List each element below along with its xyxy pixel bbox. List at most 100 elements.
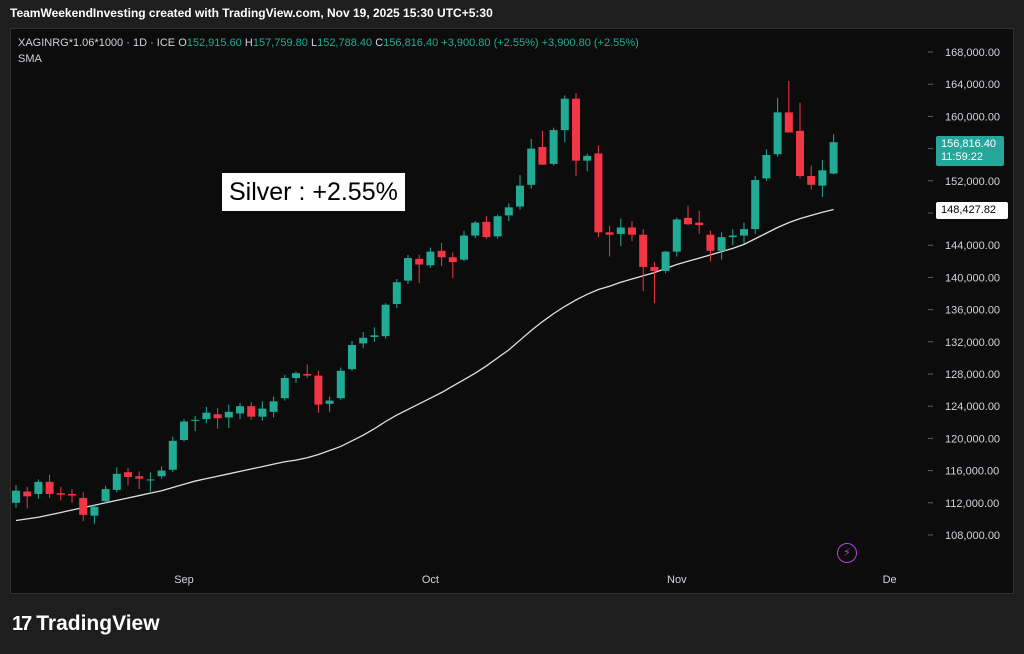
y-tick-label: 136,000.00 xyxy=(945,305,1000,317)
candle-down xyxy=(437,250,446,258)
x-tick-label: Sep xyxy=(174,574,194,586)
y-tick-label: 128,000.00 xyxy=(945,369,1000,381)
candle-up xyxy=(504,207,513,216)
candle-down xyxy=(695,222,704,226)
chart-frame[interactable] xyxy=(10,28,1014,594)
candle-down xyxy=(448,257,457,263)
change-value-2: +3,900.80 (+2.55%) xyxy=(541,37,639,49)
open-label: O xyxy=(178,37,187,49)
candle-down xyxy=(784,112,793,133)
candle-up xyxy=(773,112,782,155)
x-tick-label: Nov xyxy=(667,574,687,586)
tradingview-branding: 17 TradingView xyxy=(12,612,160,636)
bar-countdown: 11:59:22 xyxy=(941,151,984,163)
last-price-value: 156,816.40 xyxy=(941,138,997,150)
candle-down xyxy=(594,153,603,233)
change-value: +3,900.80 (+2.55%) xyxy=(441,37,539,49)
candle-up xyxy=(336,370,345,399)
candle-up xyxy=(583,155,592,161)
high-label: H xyxy=(244,37,253,49)
candle-down xyxy=(23,491,32,497)
candle-up xyxy=(157,470,166,477)
candle-down xyxy=(79,497,88,515)
candle-down xyxy=(572,98,580,161)
sma-value-tag: 148,427.82 xyxy=(936,202,1008,219)
lightning-icon[interactable]: ⚡ xyxy=(837,543,857,563)
candle-up xyxy=(829,142,838,174)
candle-down xyxy=(303,374,312,376)
candle-down xyxy=(684,217,692,225)
candle-up xyxy=(392,282,401,304)
candle-up xyxy=(616,227,625,234)
close-value: 156,816.40 xyxy=(383,37,439,49)
candle-down xyxy=(650,266,659,271)
candle-down xyxy=(247,406,256,417)
y-tick-label: 168,000.00 xyxy=(945,47,1000,59)
open-value: 152,915.60 xyxy=(186,37,242,49)
candle-down xyxy=(45,481,54,494)
y-tick-label: 124,000.00 xyxy=(945,401,1000,413)
candle-up xyxy=(728,235,737,238)
candle-down xyxy=(415,258,424,265)
candles xyxy=(12,80,838,524)
sma-indicator-label[interactable]: SMA xyxy=(18,53,42,65)
close-label: C xyxy=(375,37,384,49)
candle-up xyxy=(180,421,188,441)
high-value: 157,759.80 xyxy=(252,37,308,49)
candle-up xyxy=(740,229,748,236)
candle-down xyxy=(807,175,816,185)
candle-down xyxy=(628,227,636,235)
y-tick-label: 120,000.00 xyxy=(945,433,1000,445)
tradingview-logo: 17 xyxy=(12,612,32,635)
candle-up xyxy=(146,479,155,481)
candle-up xyxy=(112,473,121,490)
candle-up xyxy=(381,304,390,337)
candle-up xyxy=(661,251,670,271)
candle-up xyxy=(516,185,524,207)
y-tick-label: 108,000.00 xyxy=(945,530,1000,542)
candle-up xyxy=(471,222,480,236)
candle-up xyxy=(762,155,771,179)
ohlc-legend: XAGINRG*1.06*1000 · 1D · ICE O152,915.60… xyxy=(18,37,639,49)
candle-down xyxy=(538,146,547,165)
candle-up xyxy=(34,481,43,494)
candle-up xyxy=(292,373,300,379)
candle-down xyxy=(124,472,132,478)
candle-down xyxy=(482,221,491,238)
candle-down xyxy=(639,234,648,267)
symbol-label: XAGINRG*1.06*1000 · 1D · ICE xyxy=(18,37,176,49)
candle-up xyxy=(168,440,177,470)
candle-up xyxy=(672,219,681,252)
candle-up xyxy=(90,506,99,516)
candle-down xyxy=(56,493,65,495)
x-tick-label: De xyxy=(883,574,897,586)
candle-up xyxy=(12,490,20,503)
candle-up xyxy=(751,179,760,230)
candle-down xyxy=(314,375,323,405)
candle-up xyxy=(370,335,379,337)
candle-down xyxy=(68,493,76,496)
candle-up xyxy=(560,98,569,131)
candle-up xyxy=(202,412,211,420)
candle-up xyxy=(818,170,827,186)
sma-line xyxy=(15,208,834,522)
candle-down xyxy=(706,234,715,251)
attribution-header: TeamWeekendInvesting created with Tradin… xyxy=(10,6,493,20)
y-tick-label: 140,000.00 xyxy=(945,272,1000,284)
candle-down xyxy=(213,414,222,419)
y-axis: 108,000.00 112,000.00 116,000.00 120,000.00… xyxy=(928,47,1000,542)
y-tick-label: 116,000.00 xyxy=(945,466,999,478)
candle-up xyxy=(258,408,267,417)
candle-up xyxy=(269,401,278,412)
candle-up xyxy=(101,489,110,502)
candle-down xyxy=(135,476,144,479)
x-axis: Sep Oct Nov De xyxy=(174,574,896,586)
candle-up xyxy=(527,148,536,185)
candle-up xyxy=(224,411,233,418)
candle-up xyxy=(404,258,412,281)
candle-up xyxy=(236,406,244,414)
candle-down xyxy=(796,130,804,176)
silver-annotation: Silver : +2.55% xyxy=(222,173,405,211)
x-tick-label: Oct xyxy=(422,574,439,586)
